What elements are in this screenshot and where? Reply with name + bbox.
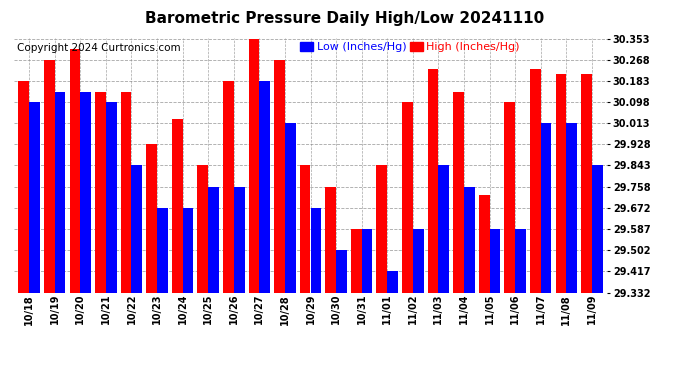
Bar — [70, 50, 80, 292]
Bar — [132, 165, 142, 292]
Text: Barometric Pressure Daily High/Low 20241110: Barometric Pressure Daily High/Low 20241… — [146, 11, 544, 26]
Bar — [402, 102, 413, 292]
Bar — [274, 60, 285, 292]
Legend: Low (Inches/Hg), High (Inches/Hg): Low (Inches/Hg), High (Inches/Hg) — [295, 38, 524, 57]
Bar — [592, 165, 602, 292]
Bar — [336, 250, 347, 292]
Bar — [285, 123, 295, 292]
Bar — [541, 123, 551, 292]
Bar — [299, 165, 310, 292]
Bar — [55, 92, 66, 292]
Bar — [515, 229, 526, 292]
Bar — [413, 229, 424, 292]
Bar — [530, 69, 541, 292]
Bar — [581, 74, 592, 292]
Bar — [172, 119, 183, 292]
Bar — [310, 208, 322, 292]
Bar — [453, 92, 464, 292]
Bar — [121, 92, 132, 292]
Bar — [157, 208, 168, 292]
Bar — [351, 229, 362, 292]
Bar — [106, 102, 117, 292]
Bar — [146, 144, 157, 292]
Bar — [428, 69, 438, 292]
Bar — [504, 102, 515, 292]
Bar — [80, 92, 91, 292]
Bar — [325, 187, 336, 292]
Bar — [362, 229, 373, 292]
Bar — [248, 39, 259, 292]
Bar — [183, 208, 193, 292]
Bar — [95, 92, 106, 292]
Text: Copyright 2024 Curtronics.com: Copyright 2024 Curtronics.com — [17, 43, 180, 52]
Bar — [234, 187, 244, 292]
Bar — [259, 81, 270, 292]
Bar — [387, 272, 398, 292]
Bar — [489, 229, 500, 292]
Bar — [377, 165, 387, 292]
Bar — [464, 187, 475, 292]
Bar — [44, 60, 55, 292]
Bar — [208, 187, 219, 292]
Bar — [29, 102, 40, 292]
Bar — [438, 165, 449, 292]
Bar — [555, 74, 566, 292]
Bar — [566, 123, 577, 292]
Bar — [223, 81, 234, 292]
Bar — [19, 81, 29, 292]
Bar — [479, 195, 489, 292]
Bar — [197, 165, 208, 292]
